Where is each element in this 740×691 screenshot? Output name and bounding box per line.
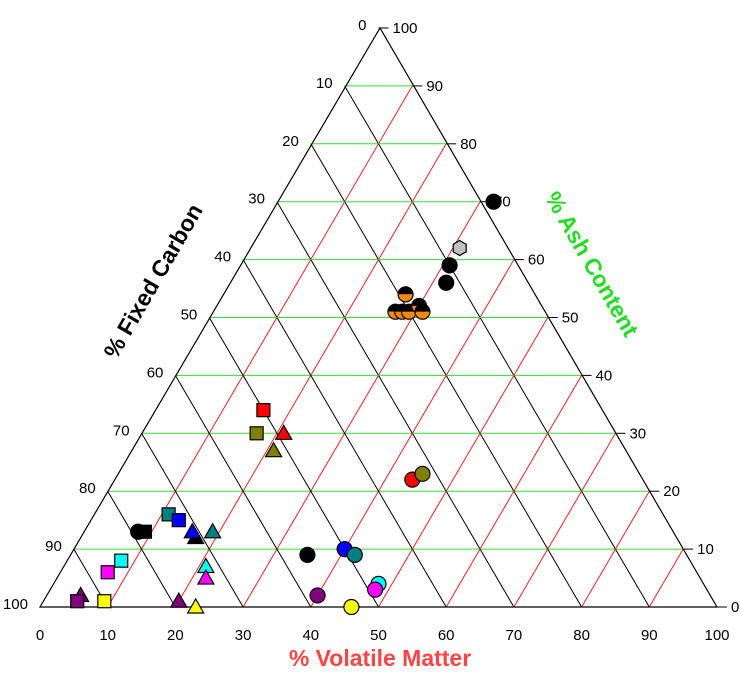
data-point-8-bottom <box>401 311 417 320</box>
volatile-gridline-50 <box>378 317 549 608</box>
bottom-tick-label-50: 50 <box>370 627 387 644</box>
data-point-20 <box>137 524 153 539</box>
carbon-gridline-10 <box>344 85 650 608</box>
right-tick-label-30: 30 <box>629 425 646 442</box>
data-point-1 <box>485 193 502 210</box>
carbon-gridline-70 <box>141 433 244 608</box>
volatile-gridline-80 <box>581 490 650 608</box>
carbon-gridline-30 <box>276 201 515 608</box>
right-tick-label-60: 60 <box>528 252 545 269</box>
data-point-32 <box>186 597 205 614</box>
left-tick-label-100: 100 <box>3 596 28 613</box>
right-tick-label-40: 40 <box>596 367 613 384</box>
left-tick-label-0: 0 <box>358 17 366 34</box>
data-point-22 <box>183 522 202 539</box>
data-point-11 <box>256 403 271 418</box>
carbon-gridline-80 <box>107 490 176 608</box>
bottom-tick-label-20: 20 <box>167 627 184 644</box>
data-point-39 <box>343 598 360 616</box>
left-tick-label-40: 40 <box>214 249 231 266</box>
bottom-axis-title: % Volatile Matter <box>289 645 471 671</box>
left-tick-label-50: 50 <box>181 307 198 324</box>
data-point-14 <box>264 441 283 458</box>
right-tick-label-80: 80 <box>460 136 477 153</box>
data-point-25 <box>100 565 115 580</box>
data-point-5-bottom <box>398 294 414 302</box>
right-tick-label-10: 10 <box>697 541 714 558</box>
bottom-tick-label-80: 80 <box>573 627 590 644</box>
right-tick-label-90: 90 <box>426 78 443 95</box>
tick-layer: 0 10 20 30 40 50 60 70 80 90 100010203040506070809… <box>3 17 739 644</box>
bottom-tick-label-60: 60 <box>438 627 455 644</box>
left-axis-title: % Fixed Carbon <box>98 199 207 363</box>
carbon-gridline-60 <box>174 375 312 608</box>
data-point-29 <box>70 594 85 609</box>
bottom-tick-label-10: 10 <box>99 627 116 644</box>
data-point-10 <box>414 303 431 320</box>
left-tick-label-70: 70 <box>113 422 130 439</box>
right-tick-label-100: 100 <box>393 20 418 37</box>
data-point-27 <box>196 568 215 585</box>
right-tick-label-20: 20 <box>663 483 680 500</box>
data-point-10-bottom <box>415 311 431 320</box>
data-point-35 <box>346 546 363 563</box>
left-tick-label-80: 80 <box>79 480 96 497</box>
bottom-tick-label-0: 0 <box>36 627 44 644</box>
data-point-12 <box>249 426 264 441</box>
bottom-tick-label-100: 100 <box>704 627 729 644</box>
data-point-3 <box>441 257 458 274</box>
right-axis-title: % Ash Content <box>540 187 644 341</box>
data-point-5-top <box>398 286 414 295</box>
left-tick-label-90: 90 <box>45 538 62 555</box>
bottom-tick-label-70: 70 <box>506 627 523 644</box>
volatile-gridline-70 <box>513 433 616 608</box>
data-point-18 <box>171 513 186 528</box>
left-tick-label-60: 60 <box>147 364 164 381</box>
data-point-5-outline <box>397 286 414 303</box>
volatile-gridline-30 <box>242 201 481 608</box>
volatile-gridline-90 <box>648 548 684 608</box>
data-point-24 <box>114 553 129 568</box>
right-tick-label-50: 50 <box>562 310 579 327</box>
point-layer <box>70 193 502 616</box>
data-point-16 <box>414 465 431 482</box>
left-tick-label-20: 20 <box>282 133 299 150</box>
data-point-10-outline <box>414 303 431 320</box>
data-point-30 <box>97 594 112 609</box>
data-point-13 <box>274 424 293 440</box>
data-point-38 <box>309 587 326 604</box>
data-point-23 <box>203 522 222 539</box>
left-tick-label-30: 30 <box>248 191 265 208</box>
data-point-10-top <box>415 304 431 312</box>
volatile-gridline-60 <box>445 375 583 608</box>
right-tick-label-0: 0 <box>731 599 739 616</box>
bottom-tick-label-30: 30 <box>235 627 252 644</box>
carbon-gridline-50 <box>208 317 379 608</box>
data-point-5 <box>397 286 414 303</box>
data-point-33 <box>299 546 316 563</box>
left-tick-label-10: 10 <box>316 75 333 92</box>
data-point-37 <box>367 581 384 598</box>
data-point-4 <box>438 274 455 291</box>
data-point-31 <box>169 592 188 608</box>
bottom-tick-label-90: 90 <box>641 627 658 644</box>
volatile-gridline-10 <box>107 85 413 608</box>
grid-layer <box>73 85 684 608</box>
data-point-2 <box>452 239 467 257</box>
bottom-tick-label-40: 40 <box>302 627 319 644</box>
